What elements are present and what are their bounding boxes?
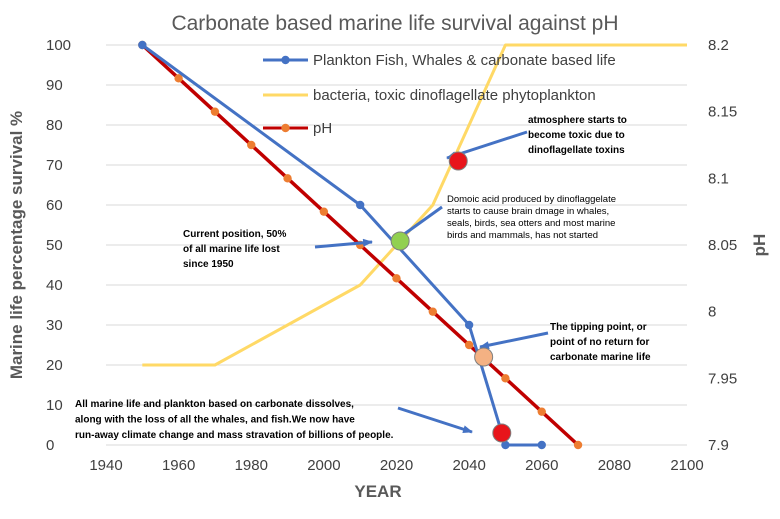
annotation-line: since 1950 [183,259,234,270]
x-tick-label: 2040 [452,457,485,474]
annotation-line: along with the loss of all the whales, a… [75,415,355,426]
y-tick-label: 0 [46,437,54,454]
annotation-line: Domoic acid produced by dinoflaggelate [447,194,616,205]
annotation-3: The tipping point, or point of no return … [550,322,651,363]
annotations: atmosphere starts to become toxic due to d… [75,115,651,441]
series-2 [138,40,583,450]
annotation-1: Domoic acid produced by dinoflaggelate st… [447,194,616,241]
y2-tick-label: 8.05 [708,237,737,254]
y-tick-label: 100 [46,37,71,54]
annotation-arrow [397,406,473,434]
annotation-line: All marine life and plankton based on ca… [75,399,354,410]
data-point [464,340,474,350]
data-point [210,107,220,116]
series-0 [138,40,546,450]
y-tick-label: 80 [46,117,63,134]
y-tick-label: 60 [46,197,63,214]
legend-entry: pH [263,120,332,137]
legend-marker [281,55,290,65]
y2-tick-label: 8.1 [708,170,729,187]
x-tick-label: 2000 [307,457,340,474]
legend-label: Plankton Fish, Whales & carbonate based … [313,52,616,69]
data-point [283,174,292,183]
annotation-line: atmosphere starts to [528,115,627,126]
x-tick-label: 2060 [525,457,558,474]
data-point [174,74,183,83]
data-point [247,140,256,150]
highlight-marker [390,231,410,251]
y2-axis-title: pH [750,234,769,257]
y-tick-label: 10 [46,397,63,414]
y-tick-label: 30 [46,317,63,334]
annotation-line: carbonate marine life [550,352,651,363]
data-point [573,440,583,450]
annotation-arrows [314,130,549,434]
annotation-2: Current position, 50% of all marine life … [183,229,286,270]
highlight-marker [474,347,494,367]
y2-tick-label: 8.15 [708,104,737,121]
chart-title: Carbonate based marine life survival aga… [171,12,618,35]
data-point [319,207,329,216]
annotation-line: become toxic due to [528,130,625,141]
x-axis-title: YEAR [354,482,401,501]
legend-label: bacteria, toxic dinoflagellate phytoplan… [313,87,596,104]
legend-entry: bacteria, toxic dinoflagellate phytoplan… [263,87,596,104]
annotation-line: point of no return for [550,337,650,348]
annotation-arrow [314,238,373,249]
data-point [501,374,510,383]
y-tick-label: 70 [46,157,63,174]
highlight-markers [390,151,512,443]
x-tick-label: 2100 [670,457,703,474]
y-tick-label: 40 [46,277,63,294]
x-tick-label: 1980 [235,457,268,474]
annotation-line: seals, birds, sea otters and most marine [447,218,615,229]
highlight-marker [492,423,512,443]
legend-marker [281,123,290,133]
legend-label: pH [313,120,332,137]
y2-tick-label: 7.9 [708,437,729,454]
legend-entry: Plankton Fish, Whales & carbonate based … [263,52,616,69]
data-point [537,440,546,450]
y-tick-label: 50 [46,237,63,254]
data-point [138,40,147,50]
x-tick-label: 2080 [598,457,631,474]
axis-ticks: 0 10 20 30 40 50 60 70 80 90 100 7.9 7.95 8 8.05 8.1 8.1… [46,37,737,474]
data-point [428,307,438,316]
y-tick-label: 20 [46,357,63,374]
y-axis-title: Marine life percentage survival % [7,111,26,379]
annotation-arrow [479,331,549,350]
highlight-marker [448,151,468,171]
y-tick-label: 90 [46,77,63,94]
y2-tick-label: 8.2 [708,37,729,54]
legend: Plankton Fish, Whales & carbonate based … [263,52,616,137]
data-point [501,440,510,450]
annotation-line: birds and mammals, has not started [447,230,598,241]
annotation-line: The tipping point, or [550,322,647,333]
data-point [392,274,401,283]
annotation-line: starts to cause brain dmage in whales, [447,206,609,217]
annotation-line: of all marine life lost [183,244,280,255]
y2-tick-label: 7.95 [708,370,737,387]
annotation-4: All marine life and plankton based on ca… [75,399,394,441]
annotation-line: dinoflagellate toxins [528,145,625,156]
x-tick-label: 2020 [380,457,413,474]
x-tick-label: 1960 [162,457,195,474]
y2-tick-label: 8 [708,304,716,321]
data-point [355,200,365,210]
annotation-line: run-away climate change and mass stravat… [75,430,394,441]
data-point [537,407,546,416]
data-point [464,320,474,330]
annotation-0: atmosphere starts to become toxic due to d… [528,115,627,156]
annotation-line: Current position, 50% [183,229,286,240]
x-tick-label: 1940 [89,457,122,474]
